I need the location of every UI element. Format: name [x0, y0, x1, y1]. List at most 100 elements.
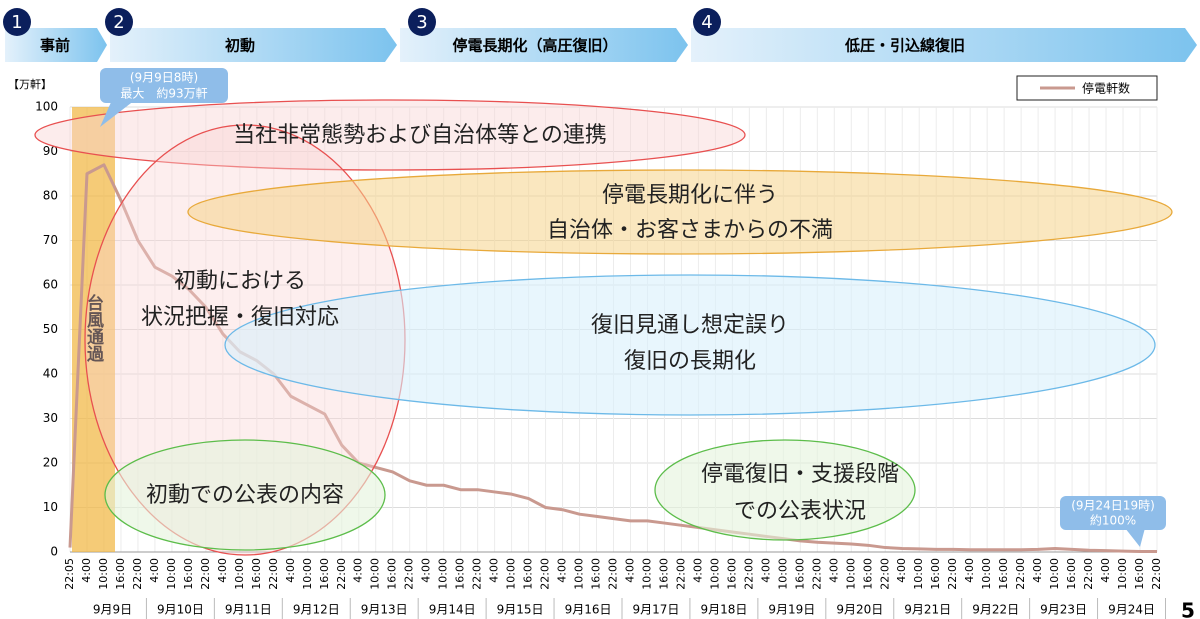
x-tick-label: 16:00: [522, 558, 535, 590]
day-label: 9月20日: [836, 603, 883, 617]
x-tick-label: 22:00: [539, 558, 552, 590]
ellipse: [224, 274, 1156, 416]
day-label: 9月10日: [157, 603, 204, 617]
x-tick-label: 16:00: [1133, 558, 1146, 590]
x-tick-label: 16:00: [861, 558, 874, 590]
x-tick-label: 10:00: [301, 558, 314, 590]
x-tick-label: 4:00: [827, 558, 840, 583]
y-tick-label: 10: [43, 500, 58, 514]
phase-label: 初動: [225, 37, 255, 55]
day-label: 9月23日: [1040, 603, 1087, 617]
x-tick-label: 22:00: [1014, 558, 1027, 590]
x-tick-label: 4:00: [556, 558, 569, 583]
x-tick-label: 10:00: [640, 558, 653, 590]
callout-pointer: [100, 100, 135, 127]
callout-text: (9月9日8時): [130, 71, 198, 85]
x-tick-label: 4:00: [352, 558, 365, 583]
legend: 停電軒数: [1016, 75, 1158, 101]
x-tick-label: 10:00: [912, 558, 925, 590]
ellipse: [187, 169, 1173, 255]
phase-number: 2: [113, 12, 124, 33]
x-tick-label: 22:00: [267, 558, 280, 590]
annotation-text: 当社非常態勢および自治体等との連携: [233, 123, 607, 148]
phase-badge: [408, 8, 436, 36]
x-tick-label: 10:00: [233, 558, 246, 590]
phase-label: 事前: [40, 37, 70, 55]
callout-box: [100, 68, 228, 103]
y-tick-label: 40: [43, 367, 58, 381]
day-label: 9月13日: [361, 603, 408, 617]
day-label: 9月22日: [972, 603, 1019, 617]
callout-pointer: [1125, 528, 1145, 547]
y-unit: 【万軒】: [8, 78, 52, 91]
x-tick-label: 10:00: [708, 558, 721, 590]
x-tick-label: 10:00: [437, 558, 450, 590]
x-tick-label: 16:00: [590, 558, 603, 590]
day-label: 9月21日: [904, 603, 951, 617]
phase-label: 低圧・引込線復旧: [844, 37, 965, 55]
band-label: 台風通過: [83, 293, 104, 363]
y-tick-label: 30: [43, 411, 58, 425]
day-label: 9月14日: [429, 603, 476, 617]
ellipse: [34, 99, 746, 171]
x-tick-label: 22:00: [471, 558, 484, 590]
x-tick-label: 10:00: [1116, 558, 1129, 590]
x-tick-label: 16:00: [386, 558, 399, 590]
x-tick-label: 4:00: [895, 558, 908, 583]
x-tick-label: 4:00: [1031, 558, 1044, 583]
y-tick-label: 60: [43, 278, 58, 292]
annotation-text: 自治体・お客さまからの不満: [547, 218, 833, 243]
x-tick-label: 22:00: [1150, 558, 1163, 590]
x-tick-label: 4:00: [148, 558, 161, 583]
x-tick-label: 16:00: [114, 558, 127, 590]
x-tick-label: 22:00: [199, 558, 212, 590]
x-tick-label: 16:00: [929, 558, 942, 590]
x-tick-label: 16:00: [1065, 558, 1078, 590]
phase-label: 停電長期化（高圧復旧）: [452, 37, 617, 55]
annotation-text: 復旧見通し想定誤り: [591, 313, 789, 338]
x-tick-label: 4:00: [284, 558, 297, 583]
phase-arrow: [691, 28, 1197, 62]
x-tick-label: 10:00: [980, 558, 993, 590]
x-tick-label: 16:00: [318, 558, 331, 590]
annotation-text: 停電長期化に伴う: [602, 183, 778, 208]
phase-badge: [105, 8, 133, 36]
y-tick-label: 90: [43, 144, 58, 158]
annotations: 当社非常態勢および自治体等との連携 初動における 状況把握・復旧対応 停電長期化…: [34, 99, 1173, 556]
day-label: 9月15日: [497, 603, 544, 617]
phase-arrow: [400, 28, 688, 62]
phase-number: 3: [416, 12, 427, 33]
x-tick-label: 10:00: [844, 558, 857, 590]
x-tick-label: 10:00: [573, 558, 586, 590]
x-tick-label: 22:00: [810, 558, 823, 590]
ellipse: [654, 439, 916, 541]
y-tick-label: 80: [43, 189, 58, 203]
x-tick-label: 16:00: [997, 558, 1010, 590]
x-tick-label: 10:00: [165, 558, 178, 590]
x-tick-label: 4:00: [80, 558, 93, 583]
x-tick-label: 10:00: [1048, 558, 1061, 590]
annotation-text: 初動における: [174, 269, 306, 294]
x-tick-label: 16:00: [725, 558, 738, 590]
x-tick-label: 22:00: [742, 558, 755, 590]
x-tick-label: 4:00: [1099, 558, 1112, 583]
day-label: 9月16日: [565, 603, 612, 617]
x-tick-label: 4:00: [488, 558, 501, 583]
phase-number: 4: [701, 12, 712, 33]
phase-badge: [3, 8, 31, 36]
x-tick-label: 4:00: [216, 558, 229, 583]
x-tick-label: 4:00: [759, 558, 772, 583]
phase-arrow: [5, 28, 107, 62]
x-tick-label: 4:00: [963, 558, 976, 583]
day-label: 9月19日: [768, 603, 815, 617]
x-tick-label: 22:05: [63, 558, 76, 590]
day-label: 9月17日: [633, 603, 680, 617]
page-number: 5: [1181, 599, 1195, 619]
y-tick-label: 20: [43, 456, 58, 470]
x-tick-label: 22:00: [131, 558, 144, 590]
ellipse: [104, 439, 386, 551]
x-tick-label: 4:00: [691, 558, 704, 583]
day-label: 9月9日: [93, 603, 132, 617]
x-tick-label: 22:00: [674, 558, 687, 590]
y-tick-label: 50: [43, 322, 58, 336]
